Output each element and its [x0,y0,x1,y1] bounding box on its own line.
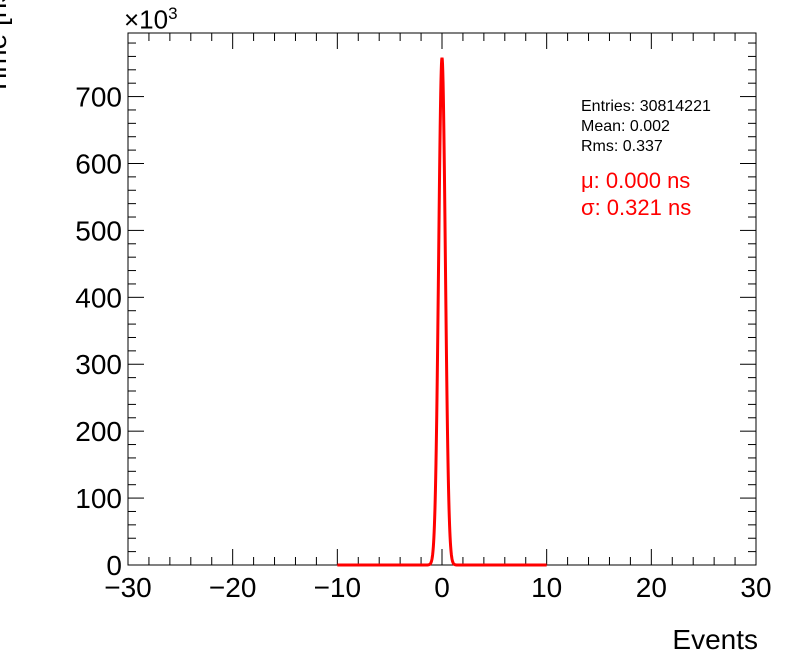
y-axis-multiplier: ×103 [124,4,178,35]
fit-mu: μ: 0.000 ns [581,168,691,193]
gaussian-fit-curve [337,57,547,567]
y-tick-label: 400 [75,282,122,313]
y-tick-label: 100 [75,483,122,514]
histogram-series [428,57,456,566]
y-tick-label: 600 [75,148,122,179]
y-axis-label: Time [ns] [0,0,12,95]
x-axis-label: Events [672,624,758,655]
stats-rms: Rms: 0.337 [581,138,663,155]
x-tick-label: −20 [209,572,257,603]
y-tick-label: 300 [75,349,122,380]
x-tick-label: 30 [740,572,771,603]
x-tick-label: 20 [636,572,667,603]
x-tick-label: −30 [104,572,152,603]
fit-sigma: σ: 0.321 ns [581,195,692,220]
y-tick-label: 700 [75,82,122,113]
stats-entries: Entries: 30814221 [581,98,711,115]
x-tick-label: 0 [434,572,450,603]
y-tick-label: 500 [75,215,122,246]
stats-mean: Mean: 0.002 [581,118,670,135]
x-tick-label: 10 [531,572,562,603]
x-tick-label: −10 [314,572,362,603]
axis-ticks [127,33,757,566]
y-tick-label: 0 [106,550,122,581]
y-tick-label: 200 [75,416,122,447]
